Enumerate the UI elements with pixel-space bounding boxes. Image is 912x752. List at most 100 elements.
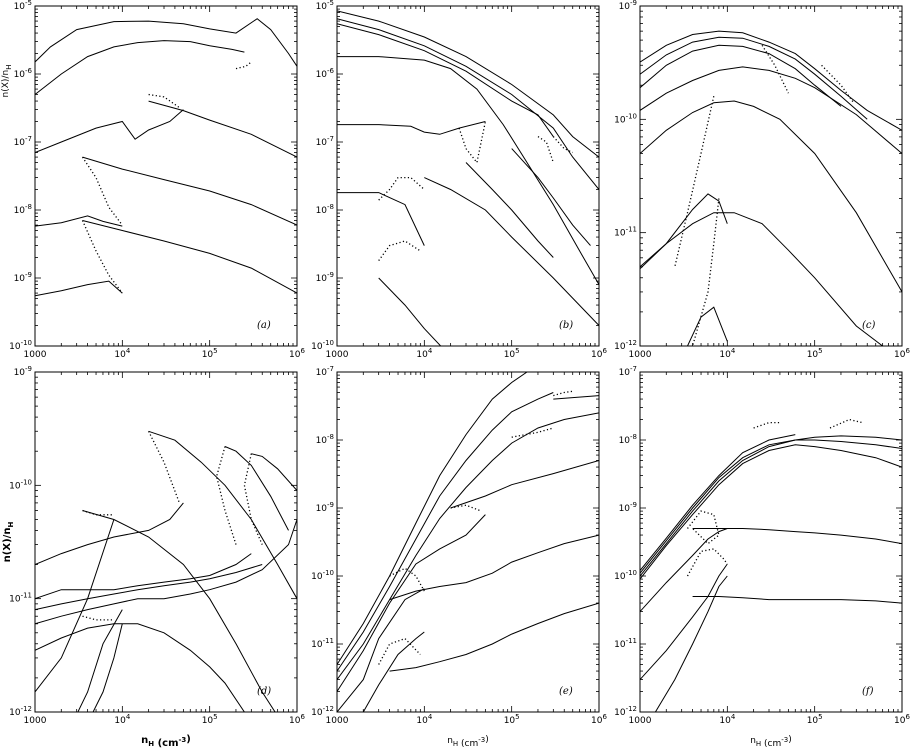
x-tick-label: 1000 — [629, 350, 652, 360]
series-group — [35, 18, 297, 297]
x-tick-label: 104 — [416, 347, 432, 360]
x-axis-label: nH (cm-3) — [750, 735, 792, 749]
series-line-7 — [389, 534, 599, 601]
series-line-3 — [35, 109, 184, 153]
series-line-7 — [692, 596, 902, 604]
plot-frame — [336, 5, 600, 347]
y-tick-label: 10-10 — [9, 339, 32, 352]
series-line-12 — [235, 61, 252, 70]
series-line-4 — [640, 434, 796, 571]
series-line-10 — [92, 623, 123, 712]
series-line-15 — [552, 136, 573, 154]
series-group — [337, 10, 599, 346]
series-line-4 — [640, 66, 902, 154]
series-group — [337, 372, 599, 712]
x-tick-label: 104 — [114, 347, 130, 360]
x-tick-label: 1000 — [24, 716, 47, 726]
series-line-10 — [691, 198, 720, 346]
series-line-13 — [458, 121, 487, 165]
series-line-6 — [424, 177, 599, 326]
y-tick-label: 10-12 — [614, 705, 637, 718]
series-line-2 — [337, 392, 554, 672]
plot-frame — [34, 371, 298, 713]
x-tick-label: 1000 — [326, 350, 349, 360]
x-tick-label: 104 — [114, 713, 130, 726]
series-line-1 — [640, 435, 902, 577]
series-line-6 — [337, 514, 486, 692]
series-line-8 — [35, 519, 115, 693]
series-line-14 — [82, 509, 114, 516]
series-line-9 — [465, 162, 554, 258]
series-line-8 — [640, 563, 728, 680]
x-tick-label: 105 — [504, 713, 520, 726]
series-line-15 — [82, 615, 114, 621]
series-line-7 — [82, 220, 297, 294]
series-line-5 — [640, 100, 902, 293]
x-tick-label: 106 — [289, 347, 305, 360]
series-line-3 — [337, 412, 599, 680]
series-line-5 — [35, 564, 263, 611]
series-line-11 — [148, 93, 180, 109]
x-tick-label: 1000 — [24, 350, 47, 360]
x-axis-label: nH (cm-3) — [141, 734, 191, 749]
series-group — [35, 430, 297, 712]
series-line-11 — [761, 44, 789, 94]
y-tick-label: 10-11 — [614, 637, 637, 650]
series-line-5 — [692, 528, 902, 545]
series-line-11 — [389, 567, 425, 592]
x-tick-label: 1000 — [326, 716, 349, 726]
y-tick-label: 10-12 — [614, 339, 637, 352]
y-tick-label: 10-10 — [311, 339, 334, 352]
y-tick-label: 10-7 — [316, 365, 334, 378]
y-tick-label: 10-11 — [311, 637, 334, 650]
series-group — [640, 30, 902, 346]
series-line-11 — [224, 446, 289, 531]
y-tick-label: 10-8 — [619, 433, 637, 446]
series-line-1 — [35, 18, 297, 67]
chart-panel-5: 1000 104 105 106 10-12 10-11 10-10 10-9 10-8 10-7… — [311, 365, 607, 749]
series-line-4 — [35, 553, 252, 600]
y-axis-label: n(X)/nH — [2, 522, 15, 563]
series-line-9 — [674, 96, 715, 267]
x-tick-label: 106 — [289, 713, 305, 726]
plot-frame — [336, 371, 600, 713]
series-line-11 — [686, 548, 728, 577]
y-tick-label: 10-11 — [9, 592, 32, 605]
series-line-13 — [148, 431, 181, 504]
series-line-4 — [148, 100, 297, 158]
series-line-14 — [537, 136, 554, 163]
y-tick-label: 10-5 — [14, 0, 32, 12]
series-line-5 — [450, 460, 599, 509]
y-tick-label: 10-7 — [619, 365, 637, 378]
series-line-5 — [337, 121, 486, 135]
series-line-3 — [640, 444, 902, 580]
y-tick-label: 10-11 — [614, 226, 637, 239]
series-line-7 — [35, 623, 245, 712]
series-line-12 — [753, 421, 780, 429]
series-line-5 — [82, 156, 297, 226]
x-tick-label: 106 — [591, 713, 607, 726]
series-line-8 — [378, 277, 442, 346]
series-line-13 — [829, 418, 863, 429]
x-tick-label: 1000 — [629, 716, 652, 726]
y-tick-label: 10-10 — [614, 112, 637, 125]
x-tick-label: 105 — [504, 347, 520, 360]
series-line-4 — [337, 56, 599, 285]
series-line-10 — [362, 631, 425, 712]
x-tick-label: 105 — [807, 713, 823, 726]
x-tick-label: 104 — [416, 713, 432, 726]
series-line-7 — [640, 193, 728, 268]
series-line-1 — [337, 372, 528, 665]
series-line-9 — [389, 602, 599, 672]
series-line-1 — [337, 10, 599, 158]
chart-panel-2: 1000 104 105 106 10-10 10-9 10-8 10-7 10-6 10-5 (b… — [311, 0, 607, 360]
y-axis-label: n(X)/nH — [1, 65, 13, 98]
chart-panel-3: 1000 104 105 106 10-12 10-11 10-10 10-9 (c) — [614, 0, 910, 360]
panel-label: (f) — [862, 686, 874, 697]
x-tick-label: 104 — [719, 347, 735, 360]
y-tick-label: 10-9 — [316, 501, 334, 514]
y-tick-label: 10-8 — [316, 433, 334, 446]
series-line-6 — [640, 528, 728, 612]
series-line-6 — [35, 215, 123, 227]
